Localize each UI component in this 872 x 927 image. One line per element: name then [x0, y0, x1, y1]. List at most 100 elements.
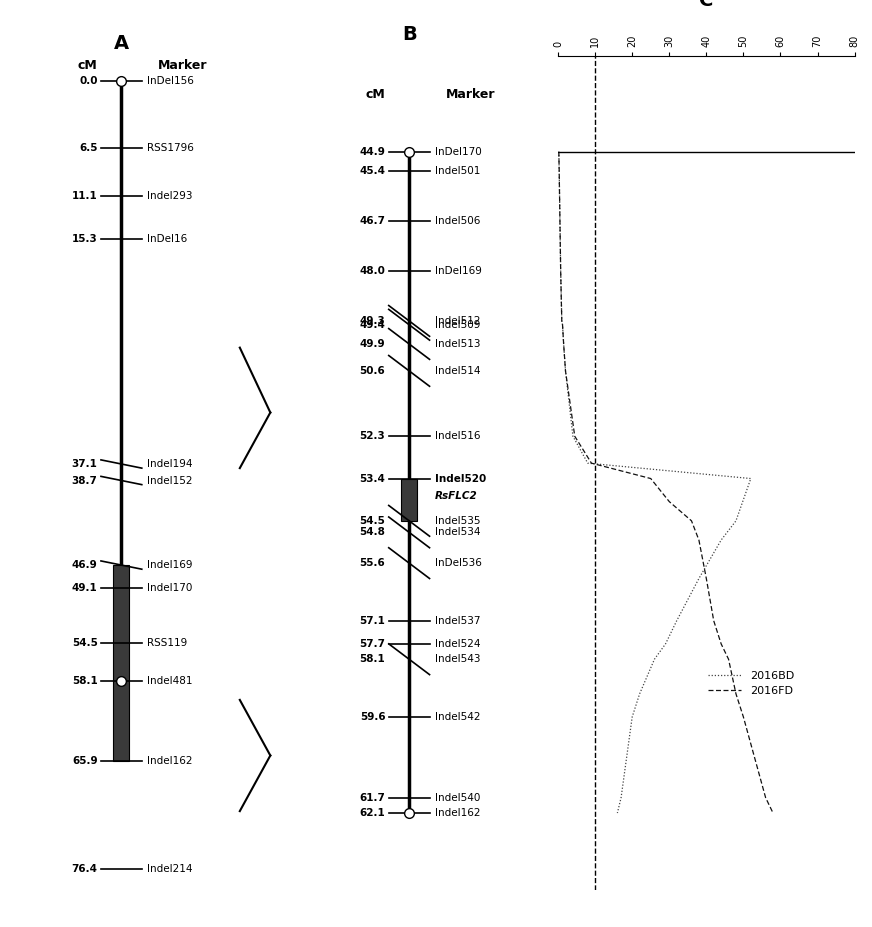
Text: 58.1: 58.1: [72, 676, 98, 686]
2016BD: [716, 535, 726, 546]
Text: 6.5: 6.5: [79, 144, 98, 154]
2016FD: [701, 573, 712, 584]
2016FD: [738, 711, 748, 722]
Text: 49.9: 49.9: [360, 339, 385, 349]
Line: 2016FD: 2016FD: [559, 152, 773, 813]
Text: 37.1: 37.1: [72, 459, 98, 469]
2016FD: [767, 807, 778, 819]
2016FD: [556, 315, 567, 326]
Text: Indel169: Indel169: [147, 560, 193, 570]
Text: Indel520: Indel520: [435, 474, 487, 484]
Text: Indel534: Indel534: [435, 527, 480, 538]
Text: InDel170: InDel170: [435, 146, 482, 157]
Text: RSS1796: RSS1796: [147, 144, 194, 154]
2016BD: [554, 146, 564, 158]
Bar: [113, 565, 129, 761]
Text: Indel512: Indel512: [435, 316, 480, 326]
2016FD: [664, 496, 674, 507]
2016BD: [555, 215, 565, 226]
Text: Marker: Marker: [446, 87, 495, 100]
2016FD: [686, 515, 697, 527]
Text: 59.6: 59.6: [360, 712, 385, 722]
Text: RsFLC2: RsFLC2: [435, 490, 478, 501]
Text: A: A: [114, 33, 129, 53]
Text: 45.4: 45.4: [359, 166, 385, 176]
Text: 54.5: 54.5: [359, 515, 385, 526]
Text: Marker: Marker: [158, 59, 208, 72]
Text: 52.3: 52.3: [359, 431, 385, 441]
2016BD: [558, 338, 569, 349]
Text: Indel513: Indel513: [435, 339, 480, 349]
Text: Indel152: Indel152: [147, 476, 193, 486]
Text: Indel162: Indel162: [435, 808, 480, 818]
2016FD: [760, 792, 771, 803]
Text: cM: cM: [78, 59, 98, 72]
Text: 61.7: 61.7: [359, 793, 385, 803]
2016BD: [693, 573, 704, 584]
Text: 54.5: 54.5: [72, 639, 98, 649]
2016FD: [555, 215, 565, 226]
Text: 48.0: 48.0: [359, 266, 385, 276]
2016FD: [693, 535, 704, 546]
Text: Indel194: Indel194: [147, 459, 193, 469]
2016BD: [555, 265, 566, 276]
Text: cM: cM: [365, 87, 385, 100]
2016FD: [554, 165, 564, 176]
2016BD: [554, 165, 564, 176]
2016BD: [612, 807, 623, 819]
2016FD: [569, 431, 580, 442]
Text: Indel535: Indel535: [435, 515, 480, 526]
2016BD: [627, 711, 637, 722]
2016BD: [731, 515, 741, 527]
Text: 0.0: 0.0: [79, 76, 98, 86]
2016FD: [716, 639, 726, 650]
2016FD: [708, 616, 719, 627]
Text: 62.1: 62.1: [359, 808, 385, 818]
Text: 49.3: 49.3: [359, 316, 385, 326]
2016FD: [560, 365, 570, 376]
Text: B: B: [402, 25, 417, 44]
Text: C: C: [699, 0, 713, 9]
Text: 38.7: 38.7: [72, 476, 98, 486]
2016BD: [635, 688, 645, 699]
Text: Indel481: Indel481: [147, 676, 193, 686]
2016BD: [671, 616, 682, 627]
Text: InDel536: InDel536: [435, 558, 482, 568]
2016FD: [645, 473, 656, 484]
2016BD: [556, 315, 567, 326]
Line: 2016BD: 2016BD: [559, 152, 751, 813]
Text: 50.6: 50.6: [359, 366, 385, 375]
2016BD: [557, 319, 568, 330]
Text: 65.9: 65.9: [72, 756, 98, 766]
Legend: 2016BD, 2016FD: 2016BD, 2016FD: [703, 667, 799, 701]
Text: 76.4: 76.4: [72, 864, 98, 874]
2016FD: [586, 458, 596, 469]
Text: 11.1: 11.1: [72, 191, 98, 201]
2016BD: [582, 458, 593, 469]
Text: 58.1: 58.1: [359, 654, 385, 665]
Text: 54.8: 54.8: [359, 527, 385, 538]
Text: 15.3: 15.3: [72, 235, 98, 244]
2016FD: [558, 338, 569, 349]
Text: Indel543: Indel543: [435, 654, 480, 665]
Text: InDel16: InDel16: [147, 235, 187, 244]
2016FD: [554, 146, 564, 158]
Text: 46.7: 46.7: [359, 216, 385, 226]
2016FD: [555, 265, 566, 276]
Text: InDel156: InDel156: [147, 76, 194, 86]
Text: 46.9: 46.9: [72, 560, 98, 570]
Text: 55.6: 55.6: [359, 558, 385, 568]
Text: InDel169: InDel169: [435, 266, 482, 276]
Text: RSS119: RSS119: [147, 639, 187, 649]
2016FD: [723, 654, 733, 665]
Text: Indel509: Indel509: [435, 320, 480, 330]
Text: 53.4: 53.4: [359, 474, 385, 484]
2016BD: [568, 431, 578, 442]
Text: Indel293: Indel293: [147, 191, 193, 201]
Text: Indel162: Indel162: [147, 756, 193, 766]
Bar: [401, 478, 417, 521]
Text: Indel170: Indel170: [147, 583, 193, 592]
Text: Indel214: Indel214: [147, 864, 193, 874]
2016FD: [731, 688, 741, 699]
Text: Indel501: Indel501: [435, 166, 480, 176]
